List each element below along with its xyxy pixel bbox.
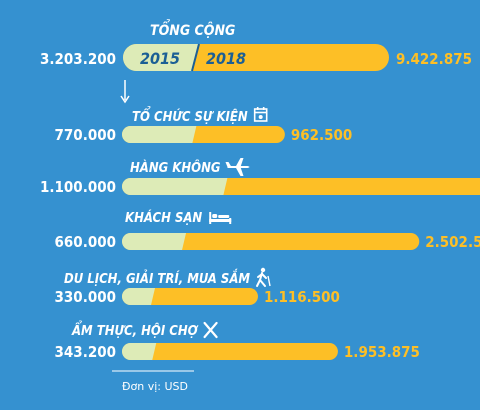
- value-label-2015: 330.000: [55, 288, 116, 306]
- bar-2015: [122, 178, 228, 195]
- calendar-icon: [253, 107, 268, 122]
- value-label-2018: 1.116.500: [264, 288, 340, 306]
- total-divider: [191, 43, 200, 72]
- value-label-2018: 2.502.500: [425, 233, 480, 251]
- bar-2018: [122, 233, 420, 250]
- bed-icon: [209, 212, 232, 224]
- category-row: TỔ CHỨC SỰ KIỆN 770.000 962.500: [55, 107, 352, 144]
- category-title: DU LỊCH, GIẢI TRÍ, MUA SẮM: [64, 270, 250, 287]
- down-arrow-icon: [120, 80, 130, 104]
- fork-knife-icon: [203, 321, 218, 339]
- unit-label: Đơn vị: USD: [122, 380, 188, 393]
- value-label-2015: 1.100.000: [40, 178, 116, 196]
- bar-2015: [122, 288, 156, 305]
- category-row: KHÁCH SẠN 660.000 2.502.500: [55, 210, 480, 251]
- category-title: ẨM THỰC, HỘI CHỢ: [71, 321, 199, 339]
- airplane-icon: [225, 158, 250, 176]
- bar-2015: [122, 233, 187, 250]
- walking-person-icon: [256, 267, 271, 287]
- value-label-2015: 770.000: [55, 126, 116, 144]
- total-title: TỔNG CỘNG: [150, 19, 235, 39]
- bar-2015: [122, 126, 197, 143]
- category-title: TỔ CHỨC SỰ KIỆN: [132, 107, 248, 125]
- total-value-2018: 9.422.875: [396, 50, 472, 68]
- category-row: ẨM THỰC, HỘI CHỢ 343.200 1.953.875: [55, 321, 420, 361]
- total-bar-2015: [123, 44, 199, 71]
- category-title: KHÁCH SẠN: [125, 210, 202, 226]
- value-label-2018: 1.953.875: [344, 343, 420, 361]
- value-label-2015: 660.000: [55, 233, 116, 251]
- value-label-2015: 343.200: [55, 343, 116, 361]
- bar-2018: [122, 288, 258, 305]
- total-value-2015: 3.203.200: [40, 50, 116, 68]
- category-title: HÀNG KHÔNG: [130, 160, 221, 176]
- total-group: TỔNG CỘNG 2015 2018 3.203.200 9.422.875: [40, 19, 472, 104]
- bar-2018: [122, 343, 338, 360]
- legend-2015: 2015: [140, 49, 180, 68]
- bar-2015: [122, 343, 157, 360]
- value-label-2018: 962.500: [291, 126, 352, 144]
- legend-2018: 2018: [206, 49, 246, 68]
